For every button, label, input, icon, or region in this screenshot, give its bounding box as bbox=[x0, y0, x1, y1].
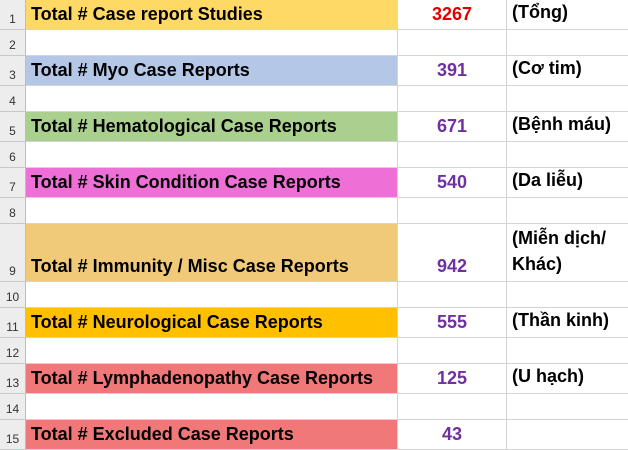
note-cell[interactable]: (Tổng) bbox=[507, 0, 628, 30]
label-cell[interactable] bbox=[26, 282, 398, 308]
row-header-9[interactable]: 9 bbox=[0, 224, 26, 282]
note-cell[interactable] bbox=[507, 30, 628, 56]
label-cell[interactable] bbox=[26, 30, 398, 56]
label-cell[interactable]: Total # Excluded Case Reports bbox=[26, 420, 398, 450]
note-cell[interactable]: (Miễn dịch/ Khác) bbox=[507, 224, 628, 282]
row-header-10[interactable]: 10 bbox=[0, 282, 26, 308]
sheet-row-3: 3 Total # Myo Case Reports 391 (Cơ tim) bbox=[0, 56, 628, 86]
sheet-row-14: 14 bbox=[0, 394, 628, 420]
sheet-row-11: 11 Total # Neurological Case Reports 555 (T… bbox=[0, 308, 628, 338]
label-cell[interactable] bbox=[26, 338, 398, 364]
sheet-row-1: 1 Total # Case report Studies 3267 (Tổng) bbox=[0, 0, 628, 30]
note-cell[interactable]: (U hạch) bbox=[507, 364, 628, 394]
count-cell[interactable]: 942 bbox=[398, 224, 507, 282]
count-cell[interactable]: 125 bbox=[398, 364, 507, 394]
label-cell[interactable]: Total # Hematological Case Reports bbox=[26, 112, 398, 142]
sheet-row-7: 7 Total # Skin Condition Case Reports 540(… bbox=[0, 168, 628, 198]
count-cell[interactable] bbox=[398, 142, 507, 168]
row-header-11[interactable]: 11 bbox=[0, 308, 26, 338]
row-header-4[interactable]: 4 bbox=[0, 86, 26, 112]
row-header-3[interactable]: 3 bbox=[0, 56, 26, 86]
row-header-14[interactable]: 14 bbox=[0, 394, 26, 420]
note-cell[interactable]: (Thần kinh) bbox=[507, 308, 628, 338]
note-cell[interactable] bbox=[507, 198, 628, 224]
count-cell[interactable] bbox=[398, 30, 507, 56]
count-cell[interactable] bbox=[398, 86, 507, 112]
label-cell[interactable]: Total # Neurological Case Reports bbox=[26, 308, 398, 338]
count-cell[interactable] bbox=[398, 338, 507, 364]
label-cell[interactable]: Total # Lymphadenopathy Case Reports bbox=[26, 364, 398, 394]
count-cell[interactable]: 43 bbox=[398, 420, 507, 450]
note-cell[interactable] bbox=[507, 420, 628, 450]
sheet-row-8: 8 bbox=[0, 198, 628, 224]
count-cell[interactable]: 555 bbox=[398, 308, 507, 338]
note-cell[interactable] bbox=[507, 282, 628, 308]
label-cell[interactable] bbox=[26, 198, 398, 224]
row-header-13[interactable]: 13 bbox=[0, 364, 26, 394]
count-cell[interactable] bbox=[398, 198, 507, 224]
count-cell[interactable] bbox=[398, 394, 507, 420]
count-cell[interactable]: 3267 bbox=[398, 0, 507, 30]
label-cell[interactable] bbox=[26, 142, 398, 168]
sheet-row-12: 12 bbox=[0, 338, 628, 364]
note-cell[interactable] bbox=[507, 338, 628, 364]
note-cell[interactable]: (Cơ tim) bbox=[507, 56, 628, 86]
count-cell[interactable]: 671 bbox=[398, 112, 507, 142]
sheet-row-6: 6 bbox=[0, 142, 628, 168]
row-header-5[interactable]: 5 bbox=[0, 112, 26, 142]
sheet-row-13: 13 Total # Lymphadenopathy Case Reports 12… bbox=[0, 364, 628, 394]
label-cell[interactable]: Total # Myo Case Reports bbox=[26, 56, 398, 86]
sheet-row-15: 15 Total # Excluded Case Reports 43 bbox=[0, 420, 628, 450]
row-header-12[interactable]: 12 bbox=[0, 338, 26, 364]
label-cell[interactable] bbox=[26, 86, 398, 112]
note-cell[interactable] bbox=[507, 142, 628, 168]
note-cell[interactable] bbox=[507, 86, 628, 112]
count-cell[interactable]: 391 bbox=[398, 56, 507, 86]
row-header-6[interactable]: 6 bbox=[0, 142, 26, 168]
row-header-7[interactable]: 7 bbox=[0, 168, 26, 198]
sheet-row-10: 10 bbox=[0, 282, 628, 308]
row-header-2[interactable]: 2 bbox=[0, 30, 26, 56]
sheet-row-4: 4 bbox=[0, 86, 628, 112]
note-cell[interactable]: (Bệnh máu) bbox=[507, 112, 628, 142]
note-cell[interactable]: (Da liễu) bbox=[507, 168, 628, 198]
label-cell[interactable]: Total # Immunity / Misc Case Reports bbox=[26, 224, 398, 282]
row-header-8[interactable]: 8 bbox=[0, 198, 26, 224]
count-cell[interactable]: 540 bbox=[398, 168, 507, 198]
row-header-15[interactable]: 15 bbox=[0, 420, 26, 450]
row-header-1[interactable]: 1 bbox=[0, 0, 26, 30]
sheet-row-2: 2 bbox=[0, 30, 628, 56]
label-cell[interactable]: Total # Skin Condition Case Reports bbox=[26, 168, 398, 198]
note-cell[interactable] bbox=[507, 394, 628, 420]
count-cell[interactable] bbox=[398, 282, 507, 308]
label-cell[interactable]: Total # Case report Studies bbox=[26, 0, 398, 30]
label-cell[interactable] bbox=[26, 394, 398, 420]
sheet-row-5: 5 Total # Hematological Case Reports 671 (B… bbox=[0, 112, 628, 142]
sheet-row-9: 9 Total # Immunity / Misc Case Reports 942… bbox=[0, 224, 628, 282]
